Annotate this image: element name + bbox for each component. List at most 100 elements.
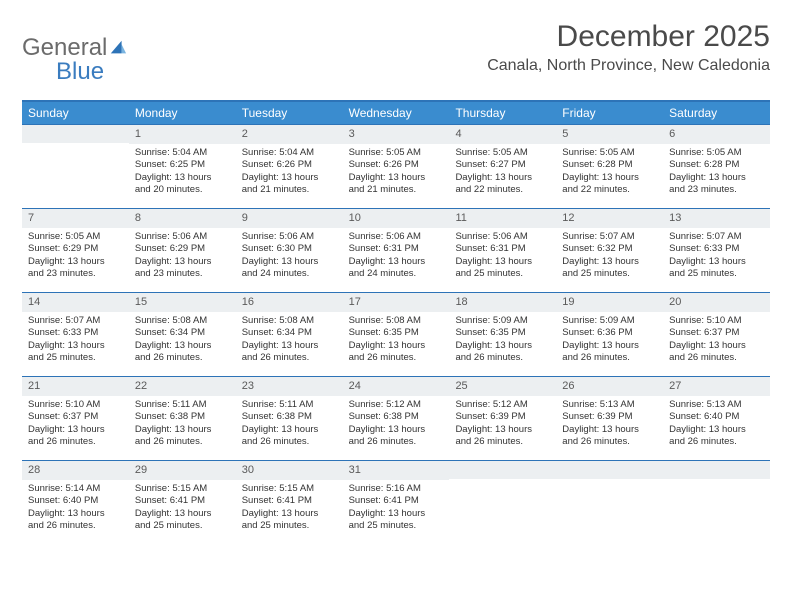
- day-number: 1: [129, 125, 236, 144]
- day-number: [556, 461, 663, 479]
- detail-line: Sunrise: 5:11 AM: [242, 399, 337, 412]
- detail-line: Sunset: 6:33 PM: [28, 327, 123, 340]
- detail-line: Sunset: 6:41 PM: [135, 495, 230, 508]
- detail-line: and 23 minutes.: [135, 268, 230, 281]
- detail-line: Sunset: 6:28 PM: [562, 159, 657, 172]
- detail-line: and 26 minutes.: [562, 352, 657, 365]
- detail-line: Sunset: 6:32 PM: [562, 243, 657, 256]
- detail-line: and 26 minutes.: [135, 436, 230, 449]
- day-cell: 20Sunrise: 5:10 AMSunset: 6:37 PMDayligh…: [663, 293, 770, 376]
- week-row: 1Sunrise: 5:04 AMSunset: 6:25 PMDaylight…: [22, 124, 770, 208]
- detail-line: Sunset: 6:41 PM: [242, 495, 337, 508]
- day-details: Sunrise: 5:09 AMSunset: 6:35 PMDaylight:…: [449, 312, 556, 367]
- day-details: Sunrise: 5:13 AMSunset: 6:40 PMDaylight:…: [663, 396, 770, 451]
- day-number: 14: [22, 293, 129, 312]
- detail-line: Daylight: 13 hours: [349, 172, 444, 185]
- detail-line: Sunrise: 5:13 AM: [562, 399, 657, 412]
- detail-line: and 25 minutes.: [669, 268, 764, 281]
- day-number: 31: [343, 461, 450, 480]
- detail-line: Sunset: 6:38 PM: [349, 411, 444, 424]
- day-cell: 6Sunrise: 5:05 AMSunset: 6:28 PMDaylight…: [663, 125, 770, 208]
- day-number: 10: [343, 209, 450, 228]
- day-cell: 23Sunrise: 5:11 AMSunset: 6:38 PMDayligh…: [236, 377, 343, 460]
- day-details: Sunrise: 5:05 AMSunset: 6:29 PMDaylight:…: [22, 228, 129, 283]
- detail-line: and 25 minutes.: [455, 268, 550, 281]
- day-cell: 2Sunrise: 5:04 AMSunset: 6:26 PMDaylight…: [236, 125, 343, 208]
- day-number: 3: [343, 125, 450, 144]
- detail-line: Daylight: 13 hours: [562, 424, 657, 437]
- day-details: Sunrise: 5:05 AMSunset: 6:26 PMDaylight:…: [343, 144, 450, 199]
- detail-line: Sunset: 6:37 PM: [669, 327, 764, 340]
- day-number: 26: [556, 377, 663, 396]
- day-details: Sunrise: 5:05 AMSunset: 6:27 PMDaylight:…: [449, 144, 556, 199]
- day-details: Sunrise: 5:11 AMSunset: 6:38 PMDaylight:…: [129, 396, 236, 451]
- day-number: 15: [129, 293, 236, 312]
- day-number: 23: [236, 377, 343, 396]
- detail-line: Sunrise: 5:09 AM: [455, 315, 550, 328]
- day-number: 11: [449, 209, 556, 228]
- detail-line: Daylight: 13 hours: [349, 340, 444, 353]
- detail-line: and 26 minutes.: [349, 352, 444, 365]
- detail-line: Sunset: 6:25 PM: [135, 159, 230, 172]
- detail-line: Sunset: 6:30 PM: [242, 243, 337, 256]
- day-number: 19: [556, 293, 663, 312]
- day-cell: 14Sunrise: 5:07 AMSunset: 6:33 PMDayligh…: [22, 293, 129, 376]
- day-cell: 13Sunrise: 5:07 AMSunset: 6:33 PMDayligh…: [663, 209, 770, 292]
- detail-line: Sunrise: 5:05 AM: [349, 147, 444, 160]
- detail-line: Sunrise: 5:11 AM: [135, 399, 230, 412]
- detail-line: and 25 minutes.: [242, 520, 337, 533]
- detail-line: Sunrise: 5:06 AM: [135, 231, 230, 244]
- detail-line: Daylight: 13 hours: [28, 508, 123, 521]
- detail-line: Sunrise: 5:10 AM: [28, 399, 123, 412]
- dow-mon: Monday: [129, 102, 236, 124]
- detail-line: Daylight: 13 hours: [242, 172, 337, 185]
- day-number: [22, 125, 129, 143]
- detail-line: Sunset: 6:38 PM: [135, 411, 230, 424]
- detail-line: and 25 minutes.: [135, 520, 230, 533]
- day-cell: 27Sunrise: 5:13 AMSunset: 6:40 PMDayligh…: [663, 377, 770, 460]
- day-details: Sunrise: 5:10 AMSunset: 6:37 PMDaylight:…: [663, 312, 770, 367]
- detail-line: and 25 minutes.: [28, 352, 123, 365]
- detail-line: Sunrise: 5:08 AM: [135, 315, 230, 328]
- dow-sat: Saturday: [663, 102, 770, 124]
- day-cell: [449, 461, 556, 544]
- detail-line: and 26 minutes.: [135, 352, 230, 365]
- detail-line: Daylight: 13 hours: [135, 172, 230, 185]
- detail-line: Daylight: 13 hours: [135, 256, 230, 269]
- dow-wed: Wednesday: [343, 102, 450, 124]
- detail-line: Sunrise: 5:07 AM: [562, 231, 657, 244]
- detail-line: Daylight: 13 hours: [349, 508, 444, 521]
- day-cell: 28Sunrise: 5:14 AMSunset: 6:40 PMDayligh…: [22, 461, 129, 544]
- detail-line: Sunrise: 5:05 AM: [669, 147, 764, 160]
- detail-line: Daylight: 13 hours: [455, 424, 550, 437]
- day-details: Sunrise: 5:15 AMSunset: 6:41 PMDaylight:…: [129, 480, 236, 535]
- detail-line: and 26 minutes.: [28, 520, 123, 533]
- detail-line: Daylight: 13 hours: [242, 256, 337, 269]
- day-cell: [556, 461, 663, 544]
- detail-line: Sunset: 6:27 PM: [455, 159, 550, 172]
- detail-line: Sunrise: 5:05 AM: [562, 147, 657, 160]
- day-cell: 26 Sunrise: 5:13 AMSunset: 6:39 PMDayligh…: [556, 377, 663, 460]
- day-details: Sunrise: 5:15 AMSunset: 6:41 PMDaylight:…: [236, 480, 343, 535]
- detail-line: and 26 minutes.: [242, 352, 337, 365]
- day-cell: 18Sunrise: 5:09 AMSunset: 6:35 PMDayligh…: [449, 293, 556, 376]
- day-cell: [22, 125, 129, 208]
- detail-line: Sunrise: 5:06 AM: [349, 231, 444, 244]
- day-details: Sunrise: 5:05 AMSunset: 6:28 PMDaylight:…: [556, 144, 663, 199]
- detail-line: Sunset: 6:39 PM: [562, 411, 657, 424]
- day-number: 20: [663, 293, 770, 312]
- day-cell: 24Sunrise: 5:12 AMSunset: 6:38 PMDayligh…: [343, 377, 450, 460]
- day-cell: 1Sunrise: 5:04 AMSunset: 6:25 PMDaylight…: [129, 125, 236, 208]
- week-row: 28Sunrise: 5:14 AMSunset: 6:40 PMDayligh…: [22, 460, 770, 544]
- day-number: 6: [663, 125, 770, 144]
- detail-line: Daylight: 13 hours: [669, 340, 764, 353]
- detail-line: Sunset: 6:34 PM: [242, 327, 337, 340]
- day-details: Sunrise: 5:08 AMSunset: 6:34 PMDaylight:…: [236, 312, 343, 367]
- detail-line: and 22 minutes.: [455, 184, 550, 197]
- day-details: Sunrise: 5:07 AMSunset: 6:33 PMDaylight:…: [22, 312, 129, 367]
- detail-line: and 23 minutes.: [28, 268, 123, 281]
- detail-line: Sunrise: 5:09 AM: [562, 315, 657, 328]
- detail-line: Daylight: 13 hours: [562, 172, 657, 185]
- detail-line: and 26 minutes.: [669, 352, 764, 365]
- detail-line: Daylight: 13 hours: [135, 340, 230, 353]
